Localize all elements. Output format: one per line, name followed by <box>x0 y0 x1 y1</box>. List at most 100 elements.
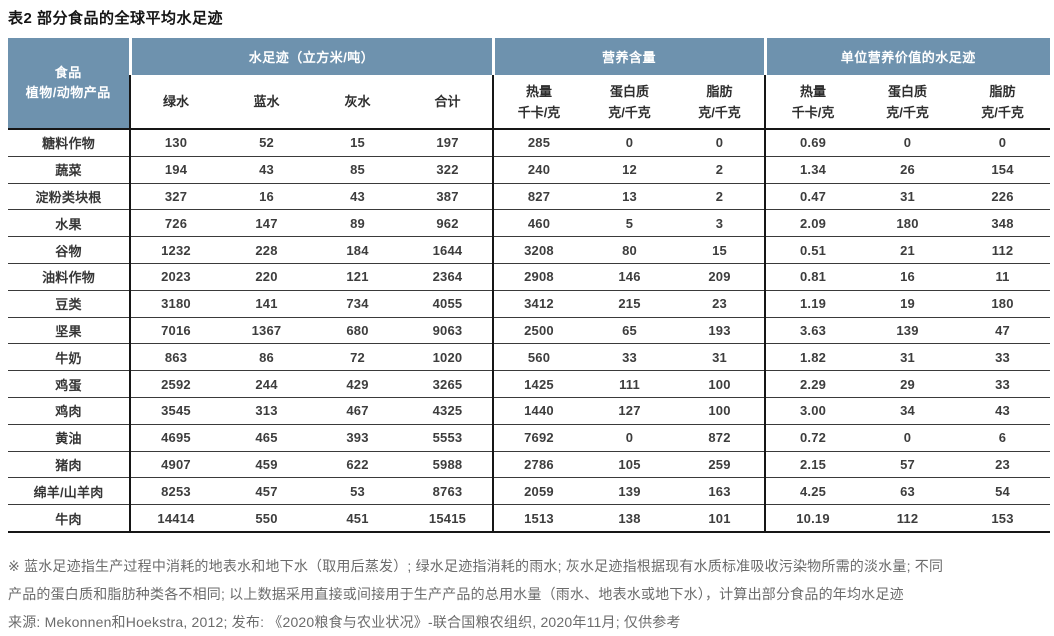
sub-header-row: 绿水 蓝水 灰水 合计 热量 千卡/克 蛋白质 克/千克 脂肪 克/千克 热量 … <box>8 75 1051 130</box>
table-cell: 154 <box>955 156 1051 184</box>
table-cell: 180 <box>955 290 1051 318</box>
table-cell: 146 <box>584 263 675 291</box>
table-cell: 460 <box>492 209 584 238</box>
table-cell: 130 <box>129 129 221 157</box>
table-row: 蔬菜 194 43 85 322 240 12 2 1.34 26 154 <box>8 156 1051 184</box>
table-cell: 33 <box>584 343 675 372</box>
table-cell: 429 <box>312 370 403 398</box>
table-cell: 23 <box>955 451 1051 479</box>
table-cell: 872 <box>675 424 766 452</box>
group-header-water-footprint: 水足迹（立方米/吨） <box>128 38 493 75</box>
table-cell: 327 <box>129 183 221 211</box>
table-row: 油料作物 2023 220 121 2364 2908 146 209 0.81 16 11 <box>8 263 1051 291</box>
table-cell: 550 <box>221 504 312 533</box>
table-cell: 112 <box>860 504 956 533</box>
table-cell: 141 <box>221 290 312 318</box>
table-cell: 127 <box>584 397 675 425</box>
table-cell: 8253 <box>129 477 221 506</box>
footnotes: ※ 蓝水足迹指生产过程中消耗的地表水和地下水（取用后蒸发）; 绿水足迹指消耗的雨… <box>8 552 1054 636</box>
row-label: 绵羊/山羊肉 <box>8 477 130 506</box>
table-cell: 4.25 <box>764 477 861 506</box>
table-cell: 228 <box>221 236 312 264</box>
col-header-total: 合计 <box>403 75 493 130</box>
table-cell: 2059 <box>492 477 584 506</box>
table-cell: 10.19 <box>764 504 861 533</box>
table-cell: 163 <box>675 477 766 506</box>
table-row: 鸡蛋 2592 244 429 3265 1425 111 100 2.29 29 33 <box>8 370 1051 398</box>
table-cell: 209 <box>675 263 766 291</box>
col-header-fat: 脂肪 克/千克 <box>675 75 766 130</box>
table-cell: 0.81 <box>764 263 861 291</box>
table-cell: 0.47 <box>764 183 861 211</box>
table-cell: 3545 <box>129 397 221 425</box>
col-header-calories-wf: 热量 千卡/克 <box>764 75 861 130</box>
table-cell: 23 <box>675 290 766 318</box>
table-row: 谷物 1232 228 184 1644 3208 80 15 0.51 21 112 <box>8 236 1051 264</box>
table-cell: 2.29 <box>764 370 861 398</box>
table-cell: 863 <box>129 343 221 372</box>
table-cell: 1020 <box>403 343 493 372</box>
table-cell: 15 <box>312 129 403 157</box>
table-cell: 89 <box>312 209 403 238</box>
table-row: 牛奶 863 86 72 1020 560 33 31 1.82 31 33 <box>8 343 1051 372</box>
col-header-unit: 克/千克 <box>886 104 929 120</box>
table-cell: 197 <box>403 129 493 157</box>
table-row: 坚果 7016 1367 680 9063 2500 65 193 3.63 139 47 <box>8 317 1051 345</box>
table-cell: 827 <box>492 183 584 211</box>
food-column-header: 食品 植物/动物产品 <box>8 38 130 130</box>
table-cell: 2786 <box>492 451 584 479</box>
col-header-label: 热量 <box>525 83 552 99</box>
table-cell: 465 <box>221 424 312 452</box>
table-cell: 2908 <box>492 263 584 291</box>
table-cell: 26 <box>860 156 956 184</box>
table-cell: 680 <box>312 317 403 345</box>
table-row: 猪肉 4907 459 622 5988 2786 105 259 2.15 57 23 <box>8 451 1051 479</box>
table-cell: 0 <box>584 129 675 157</box>
table-cell: 0.51 <box>764 236 861 264</box>
table-cell: 1367 <box>221 317 312 345</box>
table-cell: 0 <box>584 424 675 452</box>
table-cell: 1.82 <box>764 343 861 372</box>
row-label: 谷物 <box>8 236 130 264</box>
table-cell: 53 <box>312 477 403 506</box>
footnote-line-3: 来源: Mekonnen和Hoekstra, 2012; 发布: 《2020粮食… <box>8 613 681 630</box>
table-cell: 2.09 <box>764 209 861 238</box>
table-cell: 138 <box>584 504 675 533</box>
table-cell: 348 <box>955 209 1051 238</box>
table-cell: 72 <box>312 343 403 372</box>
table-cell: 100 <box>675 370 766 398</box>
table-cell: 1425 <box>492 370 584 398</box>
table-cell: 1.19 <box>764 290 861 318</box>
table-cell: 3265 <box>403 370 493 398</box>
col-header-green-water: 绿水 <box>129 75 221 130</box>
table-cell: 193 <box>675 317 766 345</box>
table-cell: 31 <box>675 343 766 372</box>
table-cell: 47 <box>955 317 1051 345</box>
col-header-unit: 克/千克 <box>608 104 651 120</box>
group-header-nutrition: 营养含量 <box>491 38 766 75</box>
table-header: 食品 植物/动物产品 水足迹（立方米/吨） 营养含量 单位营养价值的水足迹 绿水… <box>8 38 1051 130</box>
table-cell: 139 <box>584 477 675 506</box>
food-header-line1: 食品 <box>54 65 82 80</box>
table-row: 绵羊/山羊肉 8253 457 53 8763 2059 139 163 4.25 63 54 <box>8 477 1051 506</box>
table-row: 牛肉 14414 550 451 15415 1513 138 101 10.19 112 153 <box>8 504 1051 533</box>
table-cell: 387 <box>403 183 493 211</box>
table-cell: 226 <box>955 183 1051 211</box>
table-cell: 43 <box>955 397 1051 425</box>
table-cell: 29 <box>860 370 956 398</box>
table-body: 糖料作物 130 52 15 197 285 0 0 0.69 0 0 蔬菜 194 43 85 322 240… <box>8 129 1051 533</box>
table-cell: 121 <box>312 263 403 291</box>
table-cell: 0.72 <box>764 424 861 452</box>
table-cell: 139 <box>860 317 956 345</box>
table-cell: 43 <box>221 156 312 184</box>
table-cell: 15 <box>675 236 766 264</box>
table-cell: 1440 <box>492 397 584 425</box>
col-header-grey-water: 灰水 <box>312 75 403 130</box>
col-header-unit: 克/千克 <box>698 104 741 120</box>
table-cell: 726 <box>129 209 221 238</box>
table-row: 糖料作物 130 52 15 197 285 0 0 0.69 0 0 <box>8 129 1051 157</box>
table-cell: 3412 <box>492 290 584 318</box>
col-header-protein-wf: 蛋白质 克/千克 <box>860 75 956 130</box>
table-cell: 101 <box>675 504 766 533</box>
table-cell: 180 <box>860 209 956 238</box>
